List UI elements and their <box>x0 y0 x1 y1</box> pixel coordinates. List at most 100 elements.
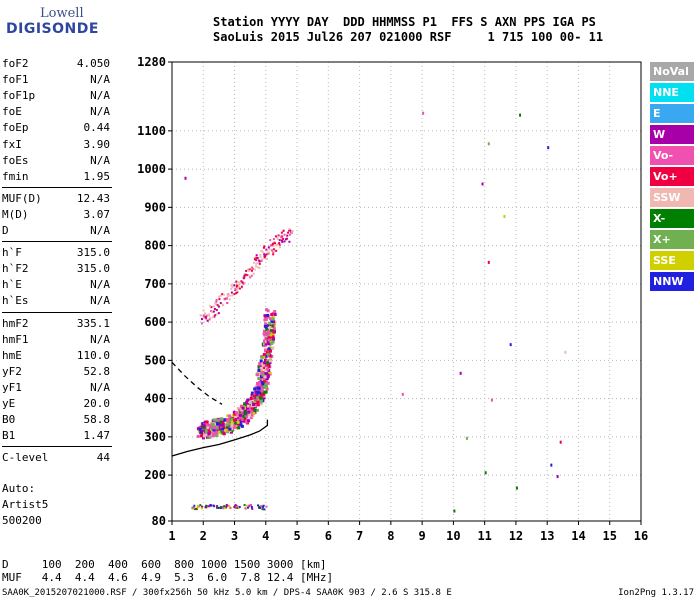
echo-point <box>270 313 274 317</box>
echo-point <box>256 386 260 390</box>
echo-point <box>265 376 269 380</box>
echo-point <box>262 246 265 249</box>
param-label: fmin <box>2 169 29 183</box>
echo-point <box>258 505 261 508</box>
echo-point <box>490 398 493 402</box>
x-tick-label: 2 <box>200 529 207 543</box>
param-row-fmin: fmin 1.95 <box>2 169 110 185</box>
echo-point <box>266 333 270 337</box>
echo-point <box>217 506 220 509</box>
echo-point <box>238 287 241 290</box>
echo-point <box>207 432 211 436</box>
param-label: yF1 <box>2 380 22 394</box>
echo-point <box>249 409 253 413</box>
echo-point <box>266 313 270 317</box>
echo-point <box>263 253 266 256</box>
echo-point <box>272 337 276 341</box>
echo-point <box>230 284 233 287</box>
echo-point <box>196 434 200 438</box>
echo-point <box>268 248 271 251</box>
echo-point <box>230 428 234 432</box>
echo-point <box>237 411 241 415</box>
echo-point <box>210 310 213 313</box>
echo-point <box>215 434 219 438</box>
echo-point <box>199 504 202 507</box>
echo-point <box>231 413 235 417</box>
echo-point <box>257 371 261 375</box>
param-separator <box>2 446 112 448</box>
echo-point <box>258 266 261 269</box>
echo-point <box>266 329 270 333</box>
echo-point <box>265 359 269 363</box>
param-value: 0.44 <box>83 121 111 135</box>
echo-point <box>214 313 217 316</box>
echo-point <box>238 420 242 424</box>
echo-point <box>221 293 224 296</box>
echo-point <box>222 507 225 510</box>
echo-point <box>281 239 284 242</box>
echo-point <box>276 236 279 239</box>
echo-point <box>267 342 271 346</box>
param-value: 335.1 <box>76 316 110 330</box>
echo-point <box>211 424 215 428</box>
param-label: hmF2 <box>2 316 29 330</box>
y-tick-label: 1280 <box>137 55 166 69</box>
echo-point <box>259 402 263 406</box>
param-value: 20.0 <box>83 397 111 410</box>
echo-point <box>196 427 200 431</box>
echo-point <box>241 419 245 423</box>
echo-point <box>255 259 258 262</box>
param-value: 315.0 <box>76 262 110 276</box>
y-tick-label: 400 <box>144 392 166 406</box>
param-label: h`F2 <box>2 262 29 276</box>
echo-point <box>240 285 243 288</box>
echo-point <box>221 423 225 427</box>
echo-point <box>265 328 269 332</box>
param-separator <box>2 186 112 188</box>
param-label: M(D) <box>2 207 29 221</box>
echo-point <box>201 436 205 440</box>
echo-point <box>228 422 232 426</box>
echo-point <box>277 234 280 237</box>
param-row-d: D N/A <box>2 223 110 239</box>
echo-point <box>268 371 272 375</box>
param-row-foep: foEp 0.44 <box>2 120 110 136</box>
echo-point <box>269 239 272 242</box>
echo-point <box>240 412 244 416</box>
echo-point <box>200 507 203 510</box>
echo-point <box>259 396 263 400</box>
echo-point <box>234 289 237 292</box>
echo-point <box>241 281 244 284</box>
auto-label: Auto: <box>2 482 36 495</box>
echo-point <box>222 431 226 435</box>
x-tick-label: 10 <box>446 529 460 543</box>
echo-point <box>253 408 257 412</box>
echo-point <box>212 316 215 319</box>
echo-point <box>193 504 196 507</box>
echo-point <box>234 418 238 422</box>
echo-point <box>262 332 266 336</box>
echo-point <box>258 262 261 265</box>
echo-point <box>273 240 276 243</box>
param-row-yf1: yF1 N/A <box>2 380 110 396</box>
echo-point <box>241 406 245 410</box>
echo-point <box>205 504 208 507</box>
echo-point <box>269 244 272 247</box>
echo-point <box>547 146 550 150</box>
echo-point <box>258 391 262 395</box>
echo-point <box>260 250 263 253</box>
echo-point <box>250 405 254 409</box>
echo-point <box>271 340 275 344</box>
polarization-legend: NoVal NNE E W Vo- Vo+ SSW X- X+ SSE NNW <box>650 62 694 293</box>
echo-point <box>210 423 214 427</box>
echo-point <box>240 408 244 412</box>
echo-point <box>255 254 258 257</box>
echo-point <box>204 429 208 433</box>
echo-point <box>228 505 231 508</box>
echo-point <box>252 402 256 406</box>
echo-point <box>279 246 282 249</box>
echo-point <box>233 423 237 427</box>
echo-point <box>256 400 260 404</box>
echo-point <box>235 423 239 427</box>
legend-entry-nne: NNE <box>650 83 694 102</box>
